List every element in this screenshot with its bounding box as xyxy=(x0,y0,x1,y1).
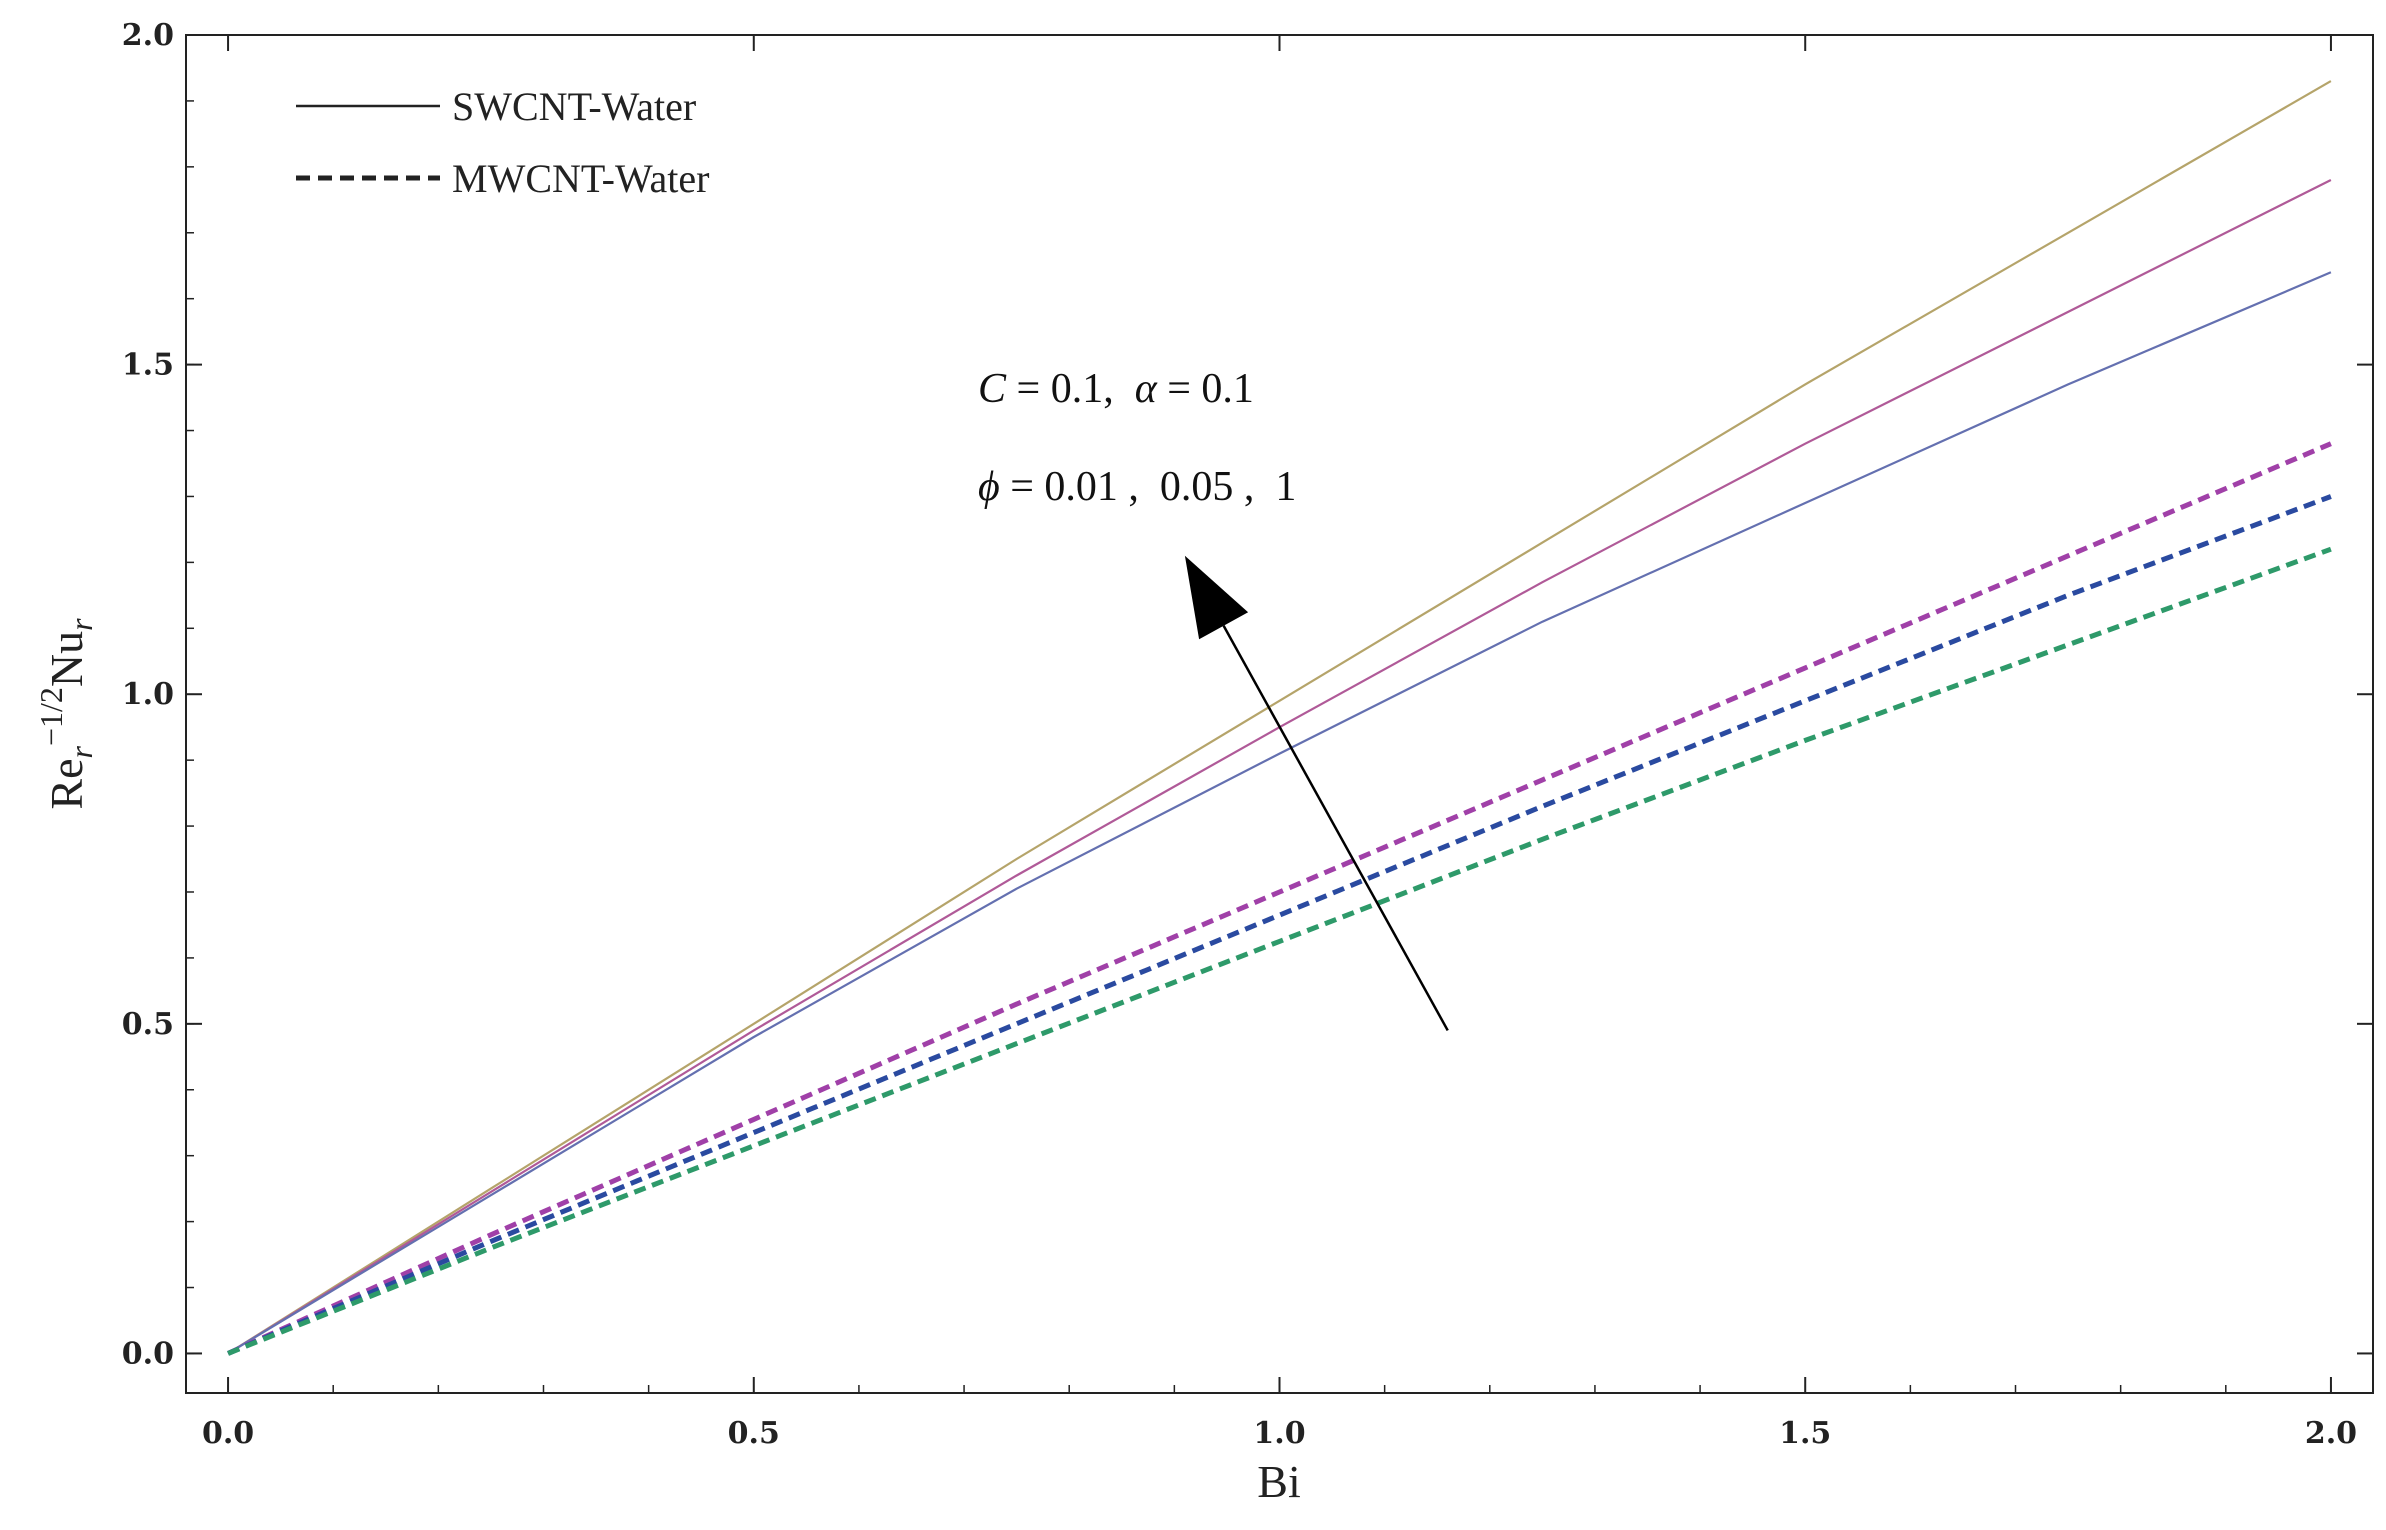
y-label-sup: −1/2 xyxy=(33,687,69,746)
series-layer xyxy=(227,80,2332,1356)
y-tick-label: 0.5 xyxy=(122,1007,174,1042)
x-tick-label: 0.0 xyxy=(202,1416,254,1451)
anno-text-alpha: = 0.1 xyxy=(1157,366,1254,412)
series-line-swcnt xyxy=(227,80,2332,1355)
arrow-head xyxy=(1184,555,1249,640)
x-tick-label: 1.5 xyxy=(1779,1416,1831,1451)
legend: SWCNT-Water MWCNT-Water xyxy=(296,84,709,201)
legend-label-swcnt: SWCNT-Water xyxy=(452,84,696,129)
legend-label-mwcnt: MWCNT-Water xyxy=(452,156,709,201)
y-tick-label: 1.5 xyxy=(122,348,174,383)
plot-frame xyxy=(185,34,2374,1394)
anno-var-alpha: α xyxy=(1135,366,1158,412)
y-axis-ticks: 0.0 0.5 1.0 1.5 2.0 xyxy=(122,18,2373,1371)
series-line-swcnt xyxy=(227,179,2332,1355)
y-tick-label: 0.0 xyxy=(122,1336,174,1371)
y-tick-label: 2.0 xyxy=(122,18,174,53)
y-label-sub-r2: r xyxy=(63,618,99,631)
series-line-mwcnt xyxy=(227,494,2332,1356)
anno-var-phi: ϕ xyxy=(978,464,1000,510)
y-label-re: Re xyxy=(41,758,92,809)
anno-var-c: C xyxy=(978,366,1007,412)
y-tick-label: 1.0 xyxy=(122,677,174,712)
anno-text-c: = 0.1, xyxy=(1006,366,1135,412)
annotation-line-1: C = 0.1, α = 0.1 xyxy=(978,366,1254,412)
arrow-shaft xyxy=(1222,625,1449,1032)
x-tick-label: 0.5 xyxy=(728,1416,780,1451)
y-label-nu: Nu xyxy=(41,631,92,687)
x-tick-label: 2.0 xyxy=(2305,1416,2357,1451)
annotation-line-2: ϕ = 0.01 , 0.05 , 1 xyxy=(978,464,1296,510)
anno-text-phi: = 0.01 , 0.05 , 1 xyxy=(1000,464,1297,510)
x-axis-ticks: 0.0 0.5 1.0 1.5 2.0 xyxy=(202,35,2357,1451)
series-line-mwcnt xyxy=(227,546,2332,1356)
x-tick-label: 1.0 xyxy=(1253,1416,1305,1451)
series-line-mwcnt xyxy=(227,441,2332,1356)
y-label-sub-r1: r xyxy=(63,745,99,758)
increasing-phi-arrow xyxy=(1184,555,1449,1032)
y-axis-label: Rer−1/2Nur xyxy=(33,618,99,810)
series-line-swcnt xyxy=(227,271,2332,1355)
x-axis-label: Bi xyxy=(1257,1456,1300,1507)
